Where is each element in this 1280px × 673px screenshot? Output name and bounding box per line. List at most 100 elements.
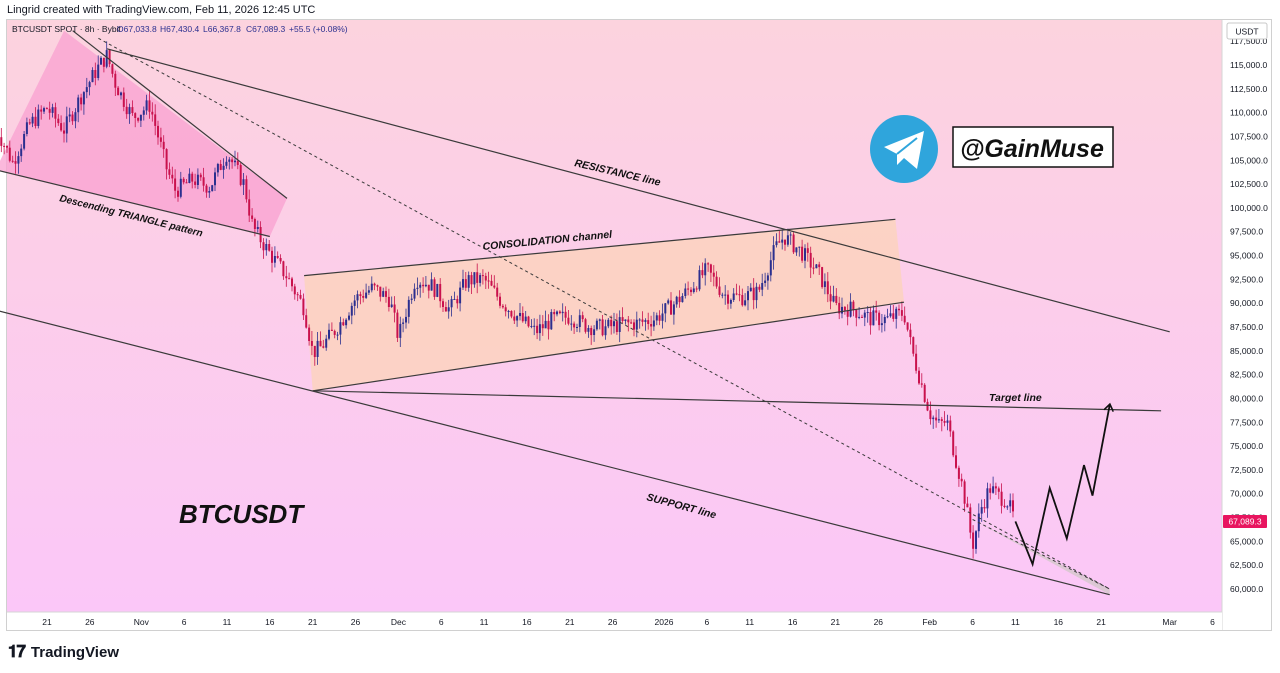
consolidation-lower-line <box>312 301 905 392</box>
candle-body <box>159 137 162 142</box>
candle-body <box>920 383 923 385</box>
candle-body <box>245 179 248 200</box>
candle-body <box>889 313 892 317</box>
x-tick-label: 21 <box>1096 617 1106 627</box>
candle-body <box>952 431 955 456</box>
candle-body <box>105 50 108 67</box>
candle-body <box>872 310 875 326</box>
candle-body <box>139 114 142 121</box>
candle-body <box>670 300 672 315</box>
x-tick-label: 11 <box>745 617 754 627</box>
candle-body <box>17 156 20 164</box>
candle-body <box>932 417 935 420</box>
candle-body <box>310 341 313 346</box>
candle-body <box>900 310 903 316</box>
candle-body <box>729 300 732 304</box>
candle-body <box>382 291 385 297</box>
candle-body <box>812 267 815 269</box>
y-tick-label: 115,000.0 <box>1230 60 1267 70</box>
x-tick-label: Mar <box>1162 617 1177 627</box>
candle-body <box>997 488 1000 492</box>
ohlc-change: +55.5 (+0.08%) <box>289 24 348 34</box>
candle-body <box>342 322 345 326</box>
x-tick-label: 26 <box>85 617 95 627</box>
candle-body <box>34 116 37 126</box>
ohlc-open: O67,033.8 <box>117 24 157 34</box>
y-tick-label: 60,000.0 <box>1230 584 1263 594</box>
candle-body <box>989 488 992 493</box>
candle-body <box>798 246 801 248</box>
candle-body <box>709 264 712 273</box>
candle-body <box>587 328 590 332</box>
ohlc-high: H67,430.4 <box>160 24 199 34</box>
candle-body <box>442 301 444 307</box>
y-tick-label: 85,000.0 <box>1230 346 1263 356</box>
candle-body <box>356 294 359 301</box>
candle-body <box>319 340 322 347</box>
candle-body <box>906 322 909 330</box>
candle-body <box>424 284 427 287</box>
candle-body <box>63 130 65 134</box>
candle-body <box>305 315 308 328</box>
candle-body <box>82 92 85 105</box>
candle-body <box>661 313 664 321</box>
candle-body <box>376 285 379 287</box>
candle-body <box>302 298 305 316</box>
tradingview-brand[interactable]: 𝟏𝟕 TradingView <box>8 642 119 662</box>
candle-body <box>100 57 102 65</box>
trend-lines <box>0 30 1170 596</box>
candle-body <box>439 284 442 302</box>
candle-body <box>652 320 655 327</box>
candle-body <box>895 308 898 319</box>
candle-body <box>493 285 496 288</box>
candle-body <box>806 248 809 253</box>
candle-body <box>430 279 433 291</box>
candle-body <box>362 296 365 298</box>
candle-body <box>940 419 943 421</box>
candle-body <box>54 107 57 119</box>
candle-body <box>615 321 618 332</box>
telegram-icon[interactable] <box>870 115 938 183</box>
candle-body <box>199 174 202 178</box>
candle-body <box>576 327 578 328</box>
candle-body <box>601 319 604 336</box>
candle-body <box>6 146 8 148</box>
candle-body <box>410 298 413 300</box>
price-axis-background <box>1222 20 1271 612</box>
candle-body <box>880 323 883 326</box>
candle-body <box>749 287 752 292</box>
candle-body <box>271 250 273 263</box>
candle-body <box>276 256 279 258</box>
candle-body <box>823 281 826 287</box>
candle-body <box>396 312 399 338</box>
candle-body <box>607 319 610 327</box>
triangle-lower-line <box>0 170 270 238</box>
candle-body <box>564 311 567 318</box>
candle-body <box>419 284 422 288</box>
candle-body <box>77 97 80 113</box>
candle-body <box>330 329 333 331</box>
candle-body <box>231 159 234 163</box>
candle-body <box>108 50 111 65</box>
candle-body <box>598 319 601 321</box>
consolidation-channel-fill <box>304 219 905 391</box>
currency-box[interactable] <box>1226 22 1268 40</box>
candle-body <box>980 507 983 514</box>
candle-body <box>450 299 453 308</box>
candle-body <box>533 325 536 327</box>
time-axis-background <box>7 612 1222 630</box>
candle-body <box>111 64 114 74</box>
candle-body <box>544 320 547 329</box>
handle-box[interactable] <box>952 126 1114 168</box>
candle-body <box>470 275 473 285</box>
candle-body <box>541 324 544 329</box>
candle-body <box>804 248 806 261</box>
candle-body <box>647 320 650 324</box>
candle-body <box>630 322 633 324</box>
candle-body <box>536 325 539 334</box>
candle-body <box>296 294 299 296</box>
candle-body <box>211 185 214 192</box>
candle-body <box>792 234 795 253</box>
candle-body <box>698 270 701 290</box>
